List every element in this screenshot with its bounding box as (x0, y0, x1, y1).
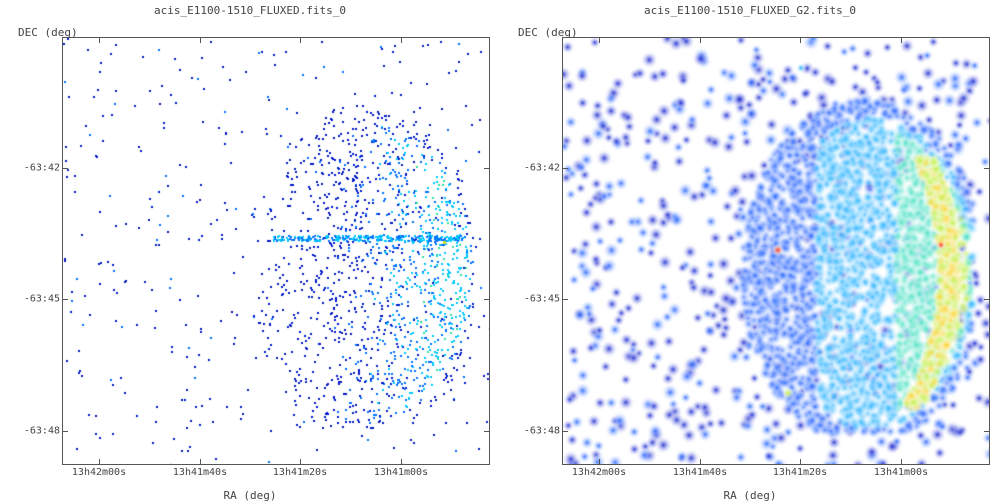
y-tick-label: -63:45 (23, 293, 60, 305)
x-tick-mark (300, 459, 301, 465)
x-tick-label: 13h42m00s (571, 467, 627, 478)
y-tick-mark (562, 299, 568, 300)
x-tick-mark (401, 37, 402, 43)
x-tick-label: 13h41m20s (272, 467, 328, 478)
smoothed-flux-map (563, 38, 989, 464)
x-tick-mark (700, 37, 701, 43)
y-tick-mark (562, 431, 568, 432)
x-tick-mark (901, 37, 902, 43)
x-tick-label: 13h41m20s (772, 467, 828, 478)
x-tick-mark (599, 37, 600, 43)
y-axis-label: DEC (deg) (518, 26, 578, 39)
x-axis-label: RA (deg) (223, 489, 277, 502)
y-tick-label: -63:48 (23, 425, 60, 437)
y-tick-mark (984, 168, 990, 169)
x-tick-label: 13h41m40s (172, 467, 228, 478)
image-frame-raw[interactable] (62, 37, 490, 465)
x-tick-mark (800, 459, 801, 465)
y-tick-label: -63:42 (23, 162, 60, 174)
x-tick-mark (700, 459, 701, 465)
x-tick-mark (599, 459, 600, 465)
panel-smoothed: acis_E1100-1510_FLUXED_G2.fits_0 DEC (de… (500, 0, 1000, 504)
y-tick-mark (984, 299, 990, 300)
x-tick-mark (200, 459, 201, 465)
chart-title: acis_E1100-1510_FLUXED_G2.fits_0 (644, 4, 856, 17)
y-tick-mark (484, 299, 490, 300)
x-tick-label: 13h41m00s (373, 467, 429, 478)
x-tick-mark (99, 459, 100, 465)
x-tick-label: 13h42m00s (71, 467, 127, 478)
x-tick-mark (901, 459, 902, 465)
x-tick-mark (800, 37, 801, 43)
x-tick-label: 13h41m40s (672, 467, 728, 478)
raw-event-map (63, 38, 489, 464)
y-tick-label: -63:48 (523, 425, 560, 437)
y-tick-mark (62, 168, 68, 169)
panel-raw: acis_E1100-1510_FLUXED.fits_0 DEC (deg) … (18, 4, 490, 502)
y-tick-label: -63:42 (523, 162, 560, 174)
y-tick-mark (62, 299, 68, 300)
x-tick-mark (401, 459, 402, 465)
y-axis-label: DEC (deg) (18, 26, 78, 39)
y-tick-mark (484, 168, 490, 169)
x-axis-label: RA (deg) (723, 489, 777, 502)
x-tick-mark (99, 37, 100, 43)
y-tick-mark (562, 168, 568, 169)
x-tick-mark (300, 37, 301, 43)
chart-title: acis_E1100-1510_FLUXED.fits_0 (153, 4, 347, 17)
y-tick-label: -63:45 (523, 293, 560, 305)
image-frame-smoothed[interactable] (562, 37, 990, 465)
y-tick-mark (984, 431, 990, 432)
y-tick-mark (62, 431, 68, 432)
x-tick-label: 13h41m00s (873, 467, 929, 478)
x-tick-mark (200, 37, 201, 43)
y-tick-mark (484, 431, 490, 432)
